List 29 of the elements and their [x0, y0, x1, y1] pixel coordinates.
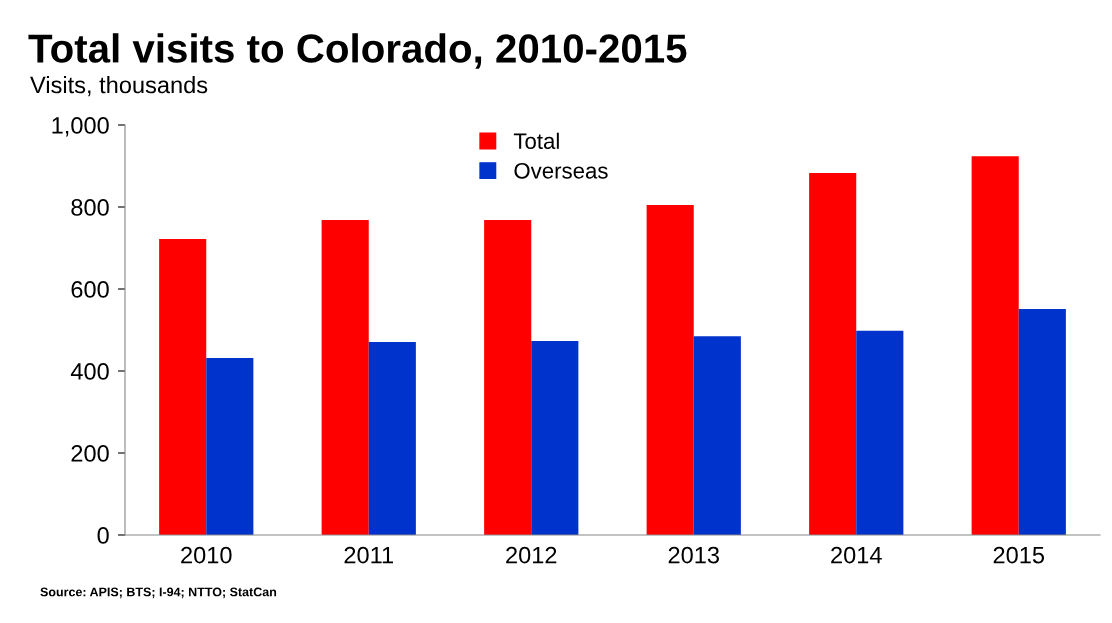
x-tick-label: 2014 [831, 546, 882, 564]
x-tick-label: 2011 [344, 546, 393, 564]
y-tick-label: 800 [71, 199, 109, 216]
legend-label: Total [513, 132, 559, 150]
bar [1018, 309, 1066, 535]
bar [971, 156, 1019, 535]
y-tick-label: 0 [97, 527, 109, 544]
bar [321, 220, 369, 535]
y-tick-label: 600 [71, 281, 109, 298]
chart-subtitle: Visits, thousands [30, 76, 208, 97]
bar [646, 204, 694, 535]
x-tick-label: 2013 [668, 546, 719, 564]
bar [206, 357, 254, 535]
bar [159, 238, 207, 535]
chart-title: Total visits to Colorado, 2010-2015 [28, 33, 687, 69]
y-tick-label: 400 [70, 363, 109, 380]
bar [693, 336, 741, 535]
y-tick-label: 1,000 [52, 117, 109, 137]
bar [368, 341, 416, 535]
bar [531, 341, 579, 535]
x-tick-label: 2015 [993, 546, 1045, 564]
y-tick-label: 200 [71, 445, 109, 462]
source-note: Source: APIS; BTS; I-94; NTTO; StatCan [40, 587, 277, 599]
x-tick-label: 2010 [181, 546, 232, 564]
bar [809, 172, 857, 535]
bar [484, 220, 532, 535]
bar [856, 330, 904, 535]
legend-label: Overseas [514, 162, 608, 179]
x-tick-label: 2012 [506, 546, 557, 564]
